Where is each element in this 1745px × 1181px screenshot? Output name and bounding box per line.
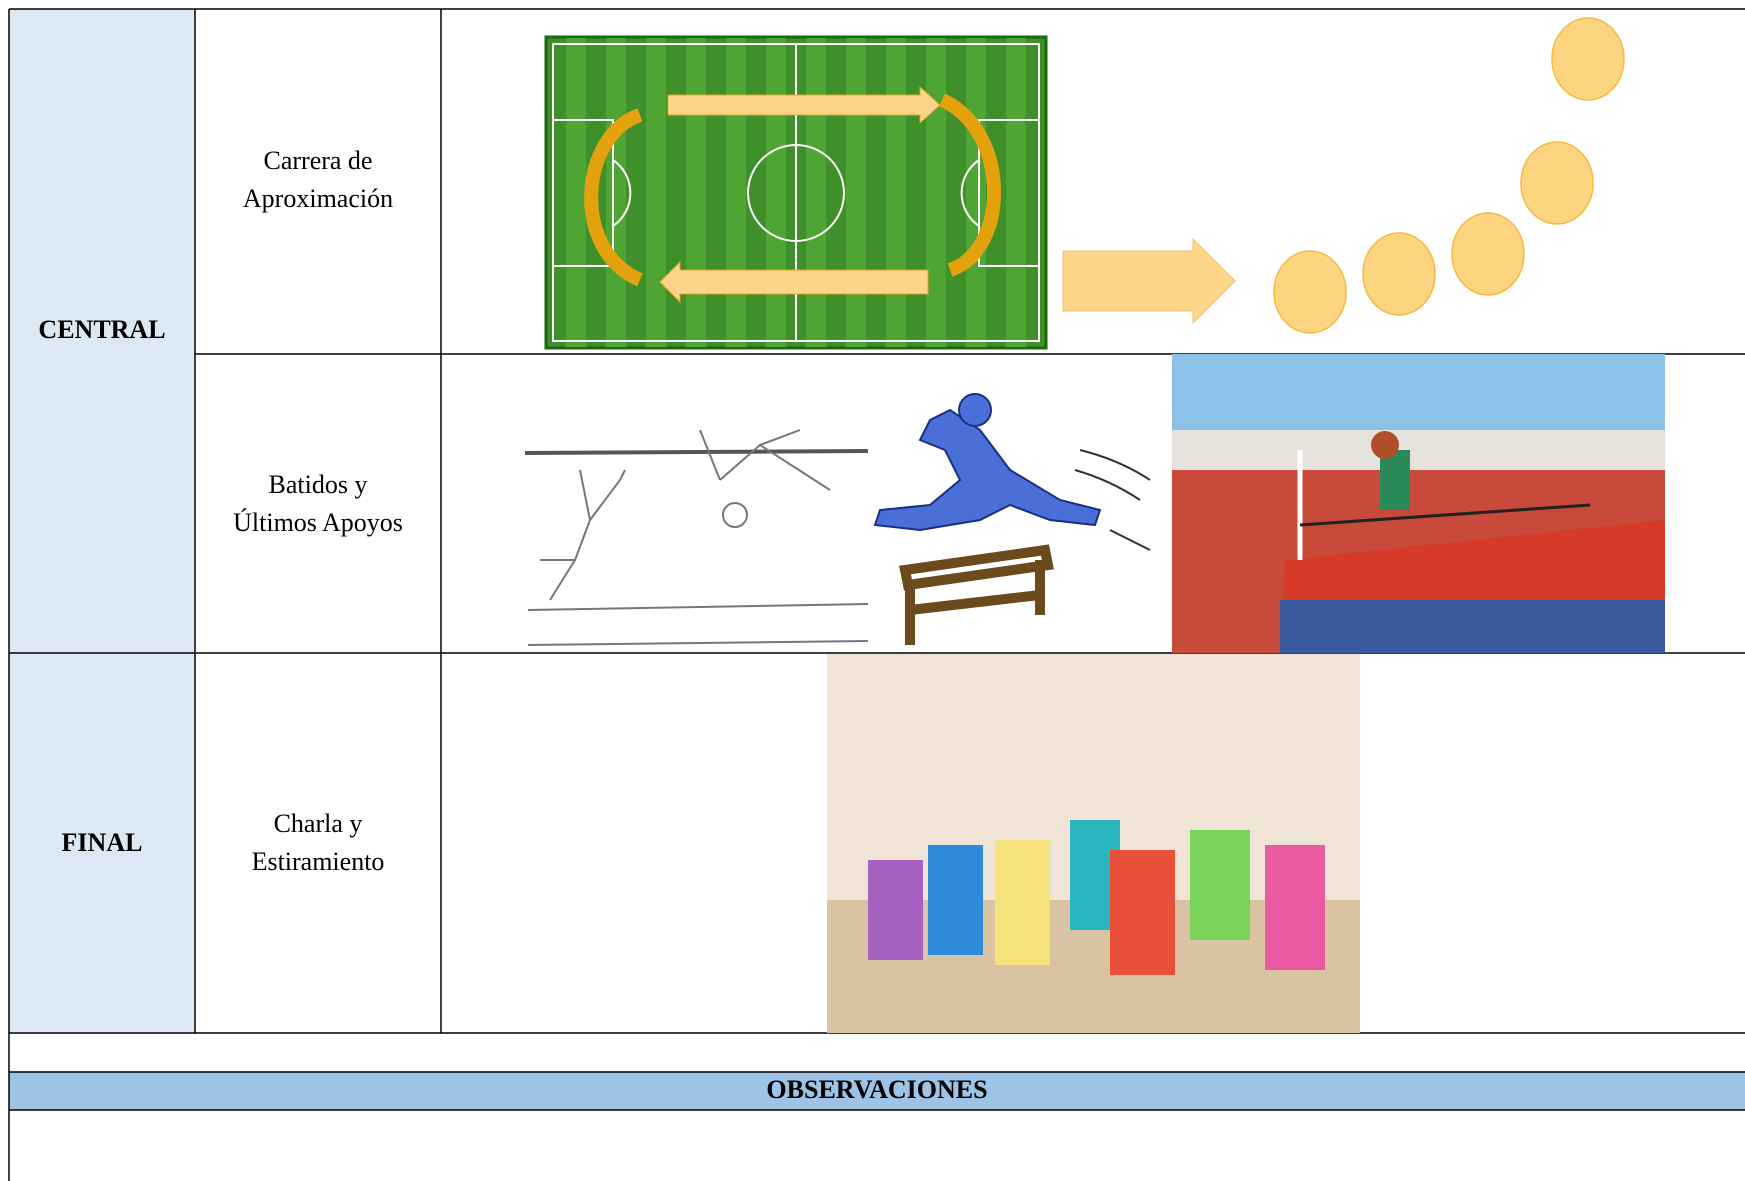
observations-title: OBSERVACIONES bbox=[766, 1075, 987, 1104]
arrow bbox=[1062, 237, 1236, 325]
activity-line: Charla y bbox=[274, 809, 363, 838]
phase-column bbox=[9, 9, 195, 1033]
track-photo bbox=[1172, 354, 1665, 653]
jump-sketch bbox=[524, 390, 869, 649]
table-lines bbox=[8, 8, 1745, 1181]
stretching-photo bbox=[827, 654, 1360, 1033]
hurdle-figure bbox=[871, 390, 1169, 649]
activity-line: Últimos Apoyos bbox=[233, 508, 403, 537]
step-circles bbox=[1273, 17, 1625, 334]
phase-label: CENTRAL bbox=[38, 315, 165, 344]
activity-line: Estiramiento bbox=[252, 847, 385, 876]
activity-line: Batidos y bbox=[269, 470, 368, 499]
phase-label: FINAL bbox=[62, 828, 143, 857]
field-diagram bbox=[544, 35, 1048, 350]
activity-line: Aproximación bbox=[243, 184, 393, 213]
activity-line: Carrera de bbox=[264, 146, 373, 175]
observations-bar bbox=[9, 1072, 1745, 1110]
